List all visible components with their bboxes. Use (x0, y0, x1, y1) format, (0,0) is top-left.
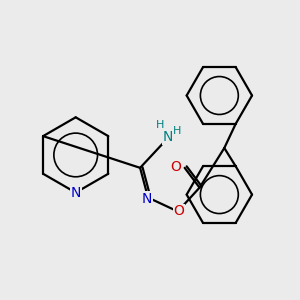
Text: N: N (70, 186, 81, 200)
Text: O: O (173, 204, 184, 218)
Text: O: O (170, 160, 181, 174)
Text: H: H (156, 120, 164, 130)
Text: H: H (172, 126, 181, 136)
Text: N: N (142, 191, 152, 206)
Text: N: N (163, 130, 173, 144)
